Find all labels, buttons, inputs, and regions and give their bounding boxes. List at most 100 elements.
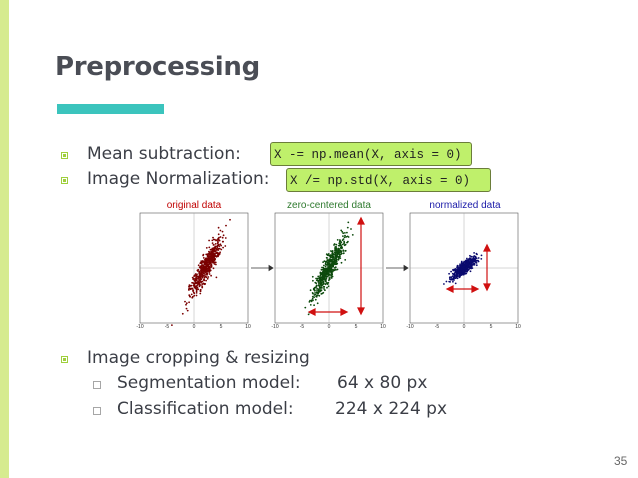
scatter-point [219, 236, 222, 238]
scatter-point [327, 259, 330, 262]
scatter-point [322, 261, 324, 263]
scatter-point [316, 279, 319, 282]
scatter-point [331, 251, 334, 253]
scatter-point [327, 268, 330, 271]
transition-arrows [251, 264, 409, 272]
bullet-square-icon [61, 356, 68, 363]
scatter-point [203, 270, 206, 273]
scatter-point [339, 240, 341, 242]
scatter-point [344, 234, 346, 237]
scatter-point [346, 241, 348, 244]
scatter-point [199, 290, 202, 293]
scatter-point [191, 295, 194, 298]
scatter-point [340, 247, 343, 250]
scatter-point [465, 266, 468, 269]
scatter-point [456, 268, 458, 271]
scatter-point [469, 259, 472, 262]
scatter-point [480, 258, 483, 260]
scatter-point [456, 274, 459, 277]
scatter-point [318, 282, 320, 285]
scatter-point [331, 271, 334, 273]
scatter-point [459, 270, 462, 273]
scatter-point [449, 276, 451, 278]
scatter-point [203, 274, 205, 277]
scatter-point [477, 257, 480, 259]
scatter-point [214, 254, 216, 256]
scatter-point [445, 280, 448, 283]
scatter-point [334, 254, 337, 257]
scatter-point [337, 248, 339, 251]
scatter-point [210, 255, 213, 258]
scatter-point [342, 250, 345, 252]
scatter-point [309, 304, 312, 306]
scatter-point [208, 255, 210, 258]
scatter-point [450, 278, 453, 280]
x-tick-label: 5 [220, 324, 223, 330]
scatter-point [211, 239, 214, 242]
scatter-point [464, 261, 467, 264]
scatter-point [318, 279, 321, 281]
scatter-point [215, 239, 217, 242]
scatter-point [224, 245, 227, 247]
scatter-point [464, 260, 467, 262]
scatter-point [215, 252, 218, 254]
scatter-point [217, 240, 219, 243]
x-tick-label: 5 [490, 324, 493, 330]
scatter-point [212, 244, 215, 246]
scatter-point [343, 242, 345, 245]
scatter-point [208, 266, 210, 269]
scatter-point [209, 261, 211, 264]
scatter-point [199, 277, 202, 280]
scatter-point [337, 244, 340, 247]
scatter-point [339, 257, 342, 259]
scatter-point [328, 277, 331, 279]
scatter-point [323, 264, 325, 267]
scatter-point [201, 267, 203, 269]
scatter-point [335, 263, 338, 266]
scatter-point [210, 266, 213, 268]
sub-bullet-classification-label: Classification model: [117, 399, 294, 419]
scatter-point [334, 253, 337, 256]
scatter-point [186, 309, 189, 312]
scatter-point [323, 273, 325, 276]
scatter-point [208, 271, 211, 273]
scatter-point [344, 232, 346, 234]
scatter-point [208, 273, 211, 275]
scatter-point [201, 283, 204, 285]
scatter-point [217, 241, 219, 244]
scatter-point [340, 229, 343, 232]
scatter-point [459, 265, 462, 268]
scatter-point [312, 299, 314, 302]
preprocessing-figure: original data zero-centered data normali… [136, 200, 521, 330]
scatter-point [321, 268, 324, 271]
scatter-point [318, 276, 321, 279]
scatter-point [215, 263, 217, 266]
scatter-point [199, 284, 202, 286]
scatter-point [220, 248, 223, 251]
scatter-original [171, 218, 231, 326]
scatter-point [192, 277, 195, 280]
scatter-point [457, 271, 459, 274]
scatter-point [204, 269, 206, 271]
scatter-point [324, 283, 327, 285]
scatter-point [212, 260, 215, 263]
scatter-point [185, 307, 188, 310]
scatter-point [217, 254, 220, 256]
scatter-point [463, 265, 465, 268]
scatter-point [203, 265, 205, 268]
scatter-point [193, 286, 196, 289]
scatter-point [208, 250, 210, 253]
scatter-point [214, 243, 217, 245]
scatter-point [212, 236, 214, 239]
scatter-point [207, 261, 209, 264]
scatter-point [339, 249, 342, 252]
scatter-point [201, 264, 203, 267]
scatter-point [331, 260, 333, 263]
scatter-point [320, 284, 323, 287]
scatter-point [451, 275, 454, 278]
scatter-point [206, 259, 209, 262]
scatter-point [316, 287, 318, 290]
scatter-point [199, 288, 202, 291]
scatter-point [212, 267, 215, 270]
scatter-point [201, 285, 204, 288]
